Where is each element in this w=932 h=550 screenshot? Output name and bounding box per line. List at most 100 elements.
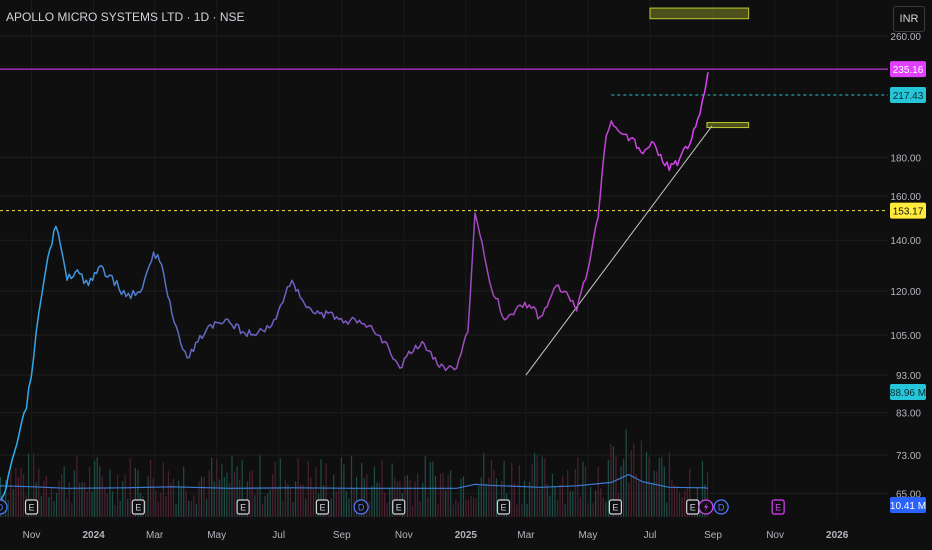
- volume-bar: [45, 475, 47, 517]
- volume-bar: [264, 495, 266, 517]
- volume-bar: [312, 487, 314, 517]
- volume-bar: [684, 490, 686, 517]
- volume-bar: [157, 501, 159, 517]
- volume-bar: [228, 482, 231, 517]
- volume-bar: [10, 471, 12, 517]
- volume-bar: [625, 429, 627, 517]
- trendline-group: [525, 125, 713, 376]
- volume-bar: [597, 467, 599, 517]
- volume-bar: [432, 461, 434, 517]
- volume-bar: [172, 478, 175, 517]
- time-tick-label: May: [578, 530, 597, 541]
- volume-bar: [48, 497, 50, 517]
- volume-bar: [226, 472, 228, 517]
- volume-bar: [643, 483, 645, 517]
- volume-bar: [81, 482, 83, 517]
- volume-bar: [371, 486, 373, 517]
- volume-bar: [650, 482, 653, 517]
- volume-bar: [167, 471, 170, 517]
- volume-bar: [475, 497, 477, 517]
- volume-bar: [150, 459, 152, 517]
- volume-badge: [890, 497, 926, 513]
- volume-bar: [272, 474, 274, 517]
- volume-bar: [208, 470, 210, 517]
- volume-bar: [109, 469, 111, 517]
- volume-bar: [7, 500, 9, 517]
- time-tick-label: May: [207, 530, 226, 541]
- earnings-icon: E: [135, 503, 141, 513]
- volume-bar: [383, 492, 386, 517]
- volume-bar: [521, 503, 523, 517]
- volume-bar: [335, 491, 337, 517]
- volume-bar: [462, 476, 465, 517]
- earnings-icon: E: [240, 503, 246, 513]
- volume-bar: [53, 501, 55, 517]
- volume-bar: [417, 473, 419, 517]
- trendline: [525, 125, 713, 376]
- volume-bar: [465, 499, 467, 517]
- volume-bar: [419, 500, 421, 517]
- volume-bar: [144, 500, 147, 517]
- volume-bar: [114, 504, 116, 517]
- volume-bar: [518, 464, 520, 517]
- volume-bar: [592, 503, 594, 517]
- volume-bar: [363, 478, 365, 517]
- volume-bar: [345, 491, 348, 517]
- volume-bar: [620, 466, 622, 517]
- earnings-icon: E: [500, 503, 506, 513]
- volume-bar: [195, 503, 198, 517]
- volume-bar: [111, 491, 114, 517]
- price-tick-label: 73.00: [896, 451, 921, 462]
- volume-bar: [561, 476, 564, 517]
- volume-bar: [671, 480, 673, 517]
- dividend-icon: [0, 499, 8, 515]
- volume-bar: [544, 458, 546, 517]
- earnings-icon: E: [29, 503, 35, 513]
- volume-bar: [554, 486, 556, 517]
- volume-bar: [63, 466, 65, 517]
- time-tick-label: Nov: [766, 530, 784, 541]
- volume-bar: [17, 477, 20, 517]
- dividend-icon: D: [718, 503, 725, 513]
- price-tick-label: 120.00: [890, 287, 921, 298]
- volume-bar: [188, 500, 190, 517]
- volume-bar: [391, 463, 393, 517]
- volume-badge: 10.41 M: [890, 501, 926, 512]
- dividend-icon: D: [0, 503, 4, 513]
- price-zone: [706, 122, 750, 129]
- volume-bar: [589, 486, 592, 517]
- volume-ma: [0, 473, 709, 489]
- price-tick-label: 105.00: [890, 331, 921, 342]
- volume-bar: [701, 461, 704, 517]
- volume-bar: [668, 451, 670, 517]
- volume-bar: [223, 477, 225, 517]
- volume-bar: [457, 502, 459, 517]
- volume-bar: [427, 496, 429, 517]
- time-tick-label: 2025: [455, 530, 478, 541]
- volume-bar: [373, 466, 376, 517]
- volume-bar: [15, 468, 17, 517]
- volume-bar: [605, 501, 607, 517]
- volume-bar: [104, 488, 106, 517]
- volume-bar: [623, 459, 625, 517]
- volume-bar: [567, 470, 569, 517]
- volume-bar: [61, 473, 63, 517]
- volume-bar: [267, 493, 269, 517]
- volume-bar: [178, 480, 180, 517]
- volume-bar: [434, 476, 437, 517]
- volume-bar: [656, 471, 658, 517]
- volume-bar: [536, 455, 538, 517]
- volume-bar: [0, 476, 2, 517]
- volume-bar: [663, 466, 665, 517]
- volume-bar: [261, 503, 264, 517]
- volume-bar: [480, 477, 482, 517]
- volume-bar: [389, 487, 391, 517]
- volume-bar: [376, 482, 378, 517]
- earnings-icon: [315, 499, 330, 515]
- volume-bar: [353, 488, 355, 517]
- currency-button[interactable]: INR: [893, 6, 925, 32]
- volume-bar: [630, 450, 632, 517]
- volume-bar: [12, 488, 14, 517]
- volume-bar: [185, 490, 187, 517]
